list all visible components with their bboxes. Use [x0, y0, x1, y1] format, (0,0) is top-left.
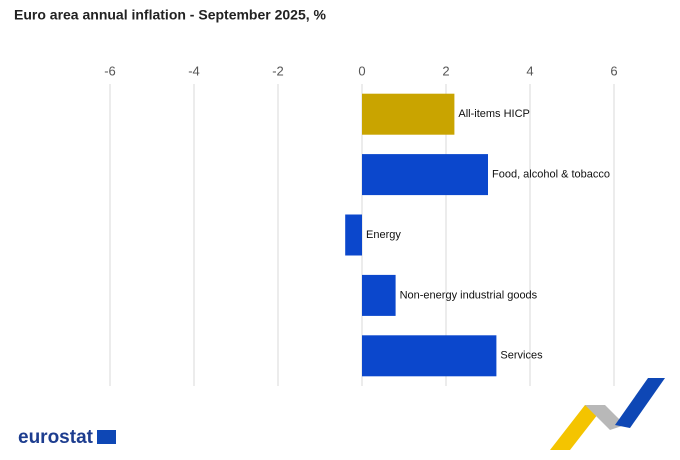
bar: [362, 93, 455, 135]
category-label: All-items HICP: [458, 108, 530, 120]
deco-blue: [615, 378, 665, 428]
bar: [362, 154, 488, 196]
x-tick-label: 2: [442, 63, 449, 78]
category-label: Non-energy industrial goods: [400, 289, 538, 301]
category-label: Services: [500, 350, 543, 362]
bar: [362, 274, 396, 316]
bar: [345, 214, 362, 256]
chart-title: Euro area annual inflation - September 2…: [14, 7, 327, 23]
category-label: Energy: [366, 229, 401, 241]
deco-grey: [585, 405, 625, 430]
x-tick-label: -4: [188, 63, 200, 78]
x-tick-label: 4: [526, 63, 533, 78]
x-tick-label: 0: [358, 63, 365, 78]
x-tick-label: -6: [104, 63, 116, 78]
logo-text: eurostat: [18, 427, 94, 448]
category-label: Food, alcohol & tobacco: [492, 169, 610, 181]
eu-flag: [97, 430, 116, 444]
logo: eurostat: [18, 427, 116, 448]
x-tick-label: 6: [610, 63, 617, 78]
bar: [362, 335, 497, 377]
x-tick-label: -2: [272, 63, 284, 78]
decoration: [550, 378, 665, 450]
deco-yellow: [550, 405, 605, 450]
plot: -6 -4 -2 0 2 4 6 All-items HICP Food, alcohol & …: [104, 63, 618, 386]
